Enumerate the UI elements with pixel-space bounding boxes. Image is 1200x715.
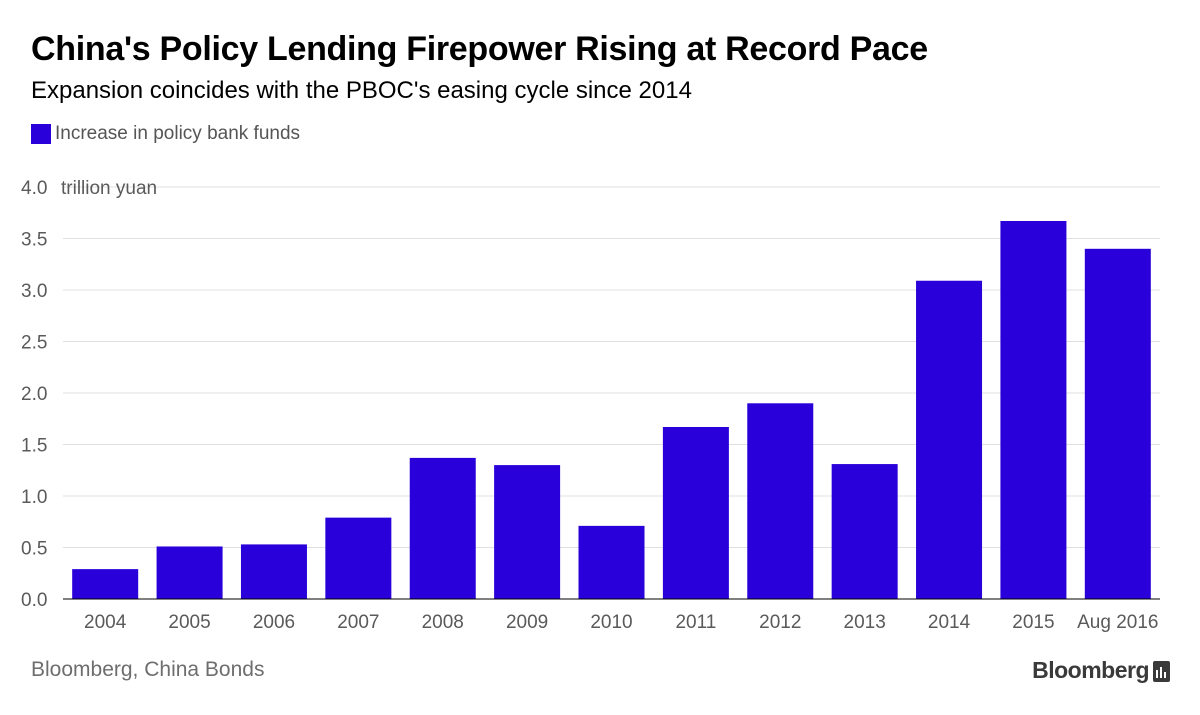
y-tick-label: 0.0 (21, 590, 47, 611)
y-tick-label: 4.0 (21, 178, 47, 199)
bar (494, 465, 561, 599)
bar (240, 544, 307, 599)
y-tick-label: 0.5 (21, 539, 47, 560)
legend-label: Increase in policy bank funds (55, 123, 301, 144)
bar (1084, 248, 1151, 600)
bar (662, 426, 729, 599)
brand-logo: Bloomberg (1032, 657, 1170, 684)
x-tick-label: 2009 (506, 612, 548, 633)
x-tick-label: 2004 (84, 612, 127, 633)
x-tick-label: 2010 (590, 612, 632, 633)
x-tick-label: 2011 (675, 612, 716, 633)
y-tick-label: 3.5 (21, 230, 47, 251)
x-tick-label: 2014 (928, 612, 971, 633)
y-axis-unit-label: trillion yuan (61, 178, 157, 199)
bar (1000, 220, 1067, 600)
x-tick-label: 2008 (422, 612, 464, 633)
legend-swatch (31, 124, 51, 144)
x-tick-label: Aug 2016 (1077, 612, 1158, 633)
bar (325, 517, 392, 599)
x-tick-label: 2007 (337, 612, 379, 633)
bar (409, 457, 476, 599)
y-tick-label: 2.5 (21, 333, 47, 354)
x-tick-label: 2006 (253, 612, 295, 633)
chart-subtitle: Expansion coincides with the PBOC's easi… (31, 77, 692, 104)
y-tick-label: 2.0 (21, 384, 47, 405)
legend: Increase in policy bank funds (31, 123, 300, 145)
y-tick-label: 1.0 (21, 487, 47, 508)
bar (578, 525, 645, 599)
brand-name: Bloomberg (1032, 657, 1149, 683)
bloomberg-terminal-icon (1153, 661, 1170, 682)
bar (72, 569, 139, 599)
source-note: Bloomberg, China Bonds (31, 658, 265, 681)
bar (156, 546, 223, 599)
bar (831, 464, 898, 599)
x-tick-label: 2012 (759, 612, 801, 633)
x-tick-label: 2015 (1012, 612, 1054, 633)
bar (747, 403, 814, 599)
y-tick-label: 1.5 (21, 436, 47, 457)
y-tick-label: 3.0 (21, 281, 47, 302)
x-tick-label: 2013 (844, 612, 886, 633)
bar (916, 280, 983, 599)
chart-title: China's Policy Lending Firepower Rising … (31, 30, 928, 68)
x-tick-label: 2005 (168, 612, 210, 633)
